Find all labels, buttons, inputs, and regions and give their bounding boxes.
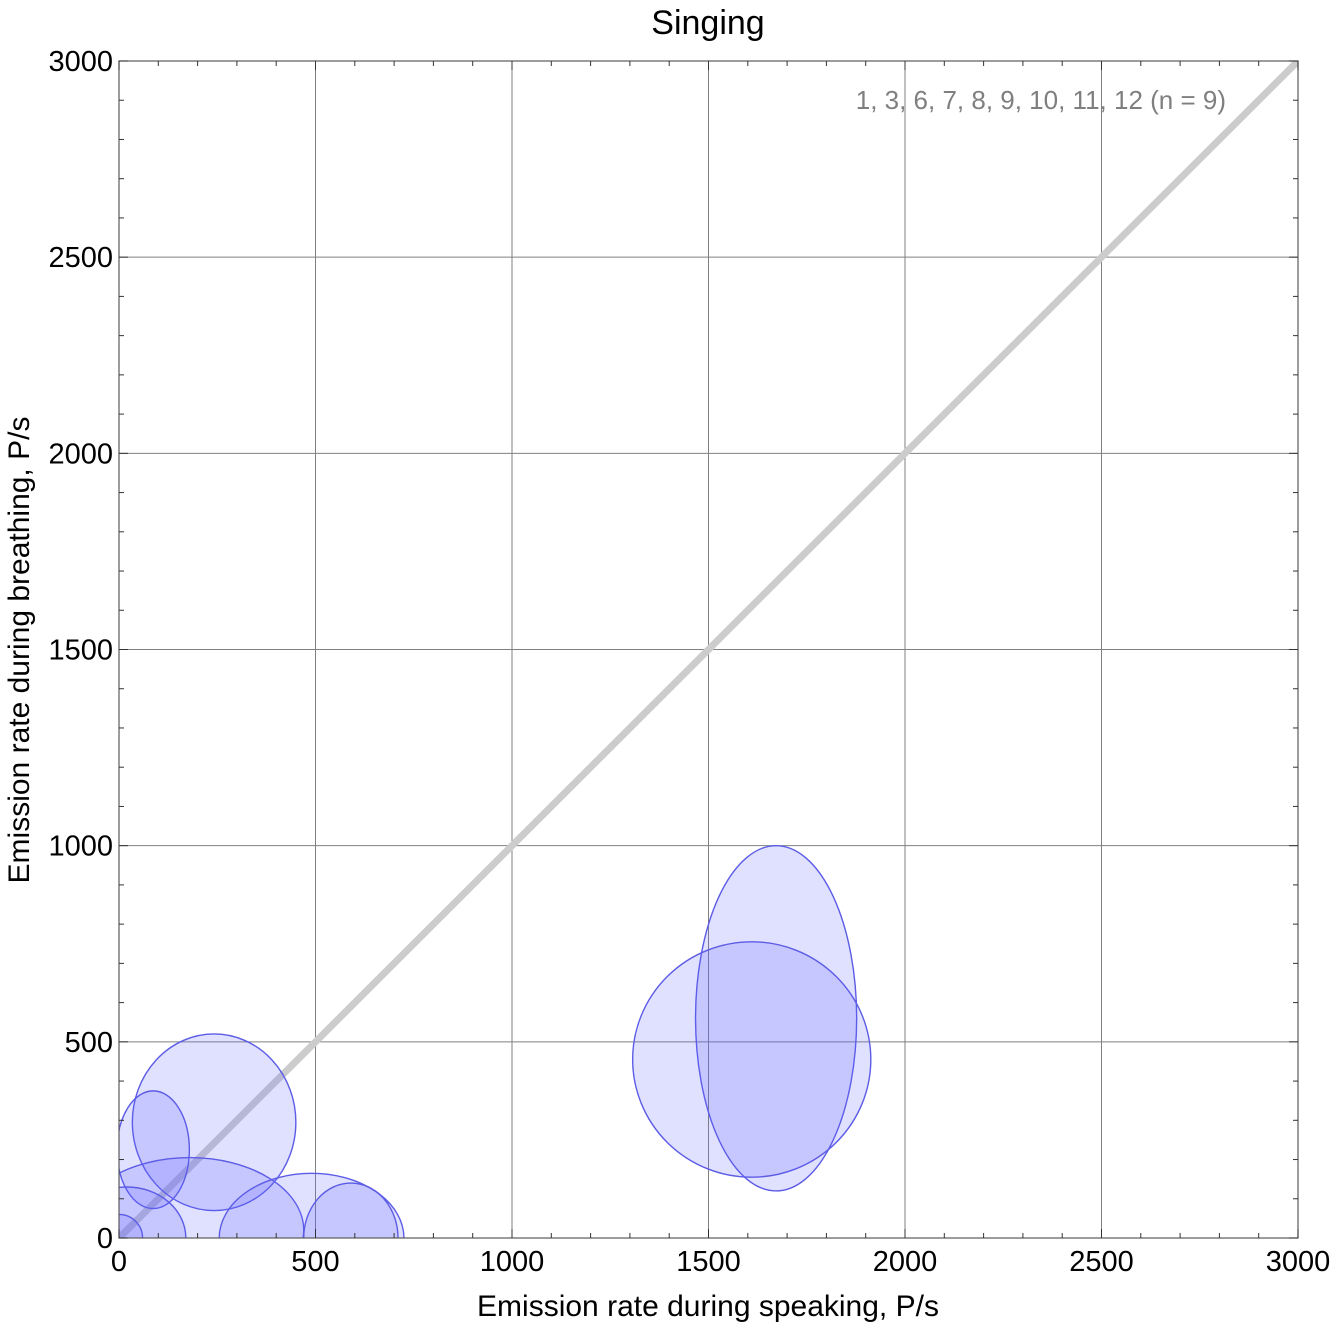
y-axis-label: Emission rate during breathing, P/s xyxy=(3,417,36,884)
ticks xyxy=(118,60,1299,1239)
y-tick-label-1: 500 xyxy=(65,1027,113,1059)
x-axis-label: Emission rate during speaking, P/s xyxy=(477,1290,939,1323)
y-tick-label-2: 1000 xyxy=(48,831,113,863)
data-ellipse-4 xyxy=(119,1090,191,1210)
reference-line xyxy=(119,61,1298,1238)
x-tick-label-2: 1000 xyxy=(480,1246,545,1278)
data-ellipse-3 xyxy=(131,1033,297,1212)
annotation-subjects: 1, 3, 6, 7, 8, 9, 10, 11, 12 (n = 9) xyxy=(856,85,1226,115)
y-tick-label-3: 1500 xyxy=(48,635,113,667)
data-ellipse-1 xyxy=(694,844,858,1192)
y-tick-label-4: 2000 xyxy=(48,438,113,470)
reference-line-layer xyxy=(119,61,1298,1238)
y-tick-label-6: 3000 xyxy=(48,46,113,78)
x-tick-label-5: 2500 xyxy=(1069,1246,1134,1278)
x-tick-labels: 0 500 1000 1500 2000 2500 3000 xyxy=(111,1246,1330,1278)
y-tick-label-5: 2500 xyxy=(48,242,113,274)
data-ellipse-8 xyxy=(119,1186,187,1238)
data-ellipse-6 xyxy=(218,1172,405,1238)
x-tick-label-6: 3000 xyxy=(1266,1246,1331,1278)
y-tick-label-0: 0 xyxy=(97,1223,113,1255)
chart-title: Singing xyxy=(651,4,764,42)
data-ellipse-7 xyxy=(303,1182,399,1238)
x-tick-label-1: 500 xyxy=(291,1246,339,1278)
x-tick-label-4: 2000 xyxy=(873,1246,938,1278)
y-tick-labels: 0 500 1000 1500 2000 2500 3000 xyxy=(48,46,113,1255)
x-tick-label-3: 1500 xyxy=(676,1246,741,1278)
x-tick-label-0: 0 xyxy=(111,1246,127,1278)
ellipse-layer xyxy=(119,844,872,1238)
data-ellipse-2 xyxy=(631,941,872,1178)
